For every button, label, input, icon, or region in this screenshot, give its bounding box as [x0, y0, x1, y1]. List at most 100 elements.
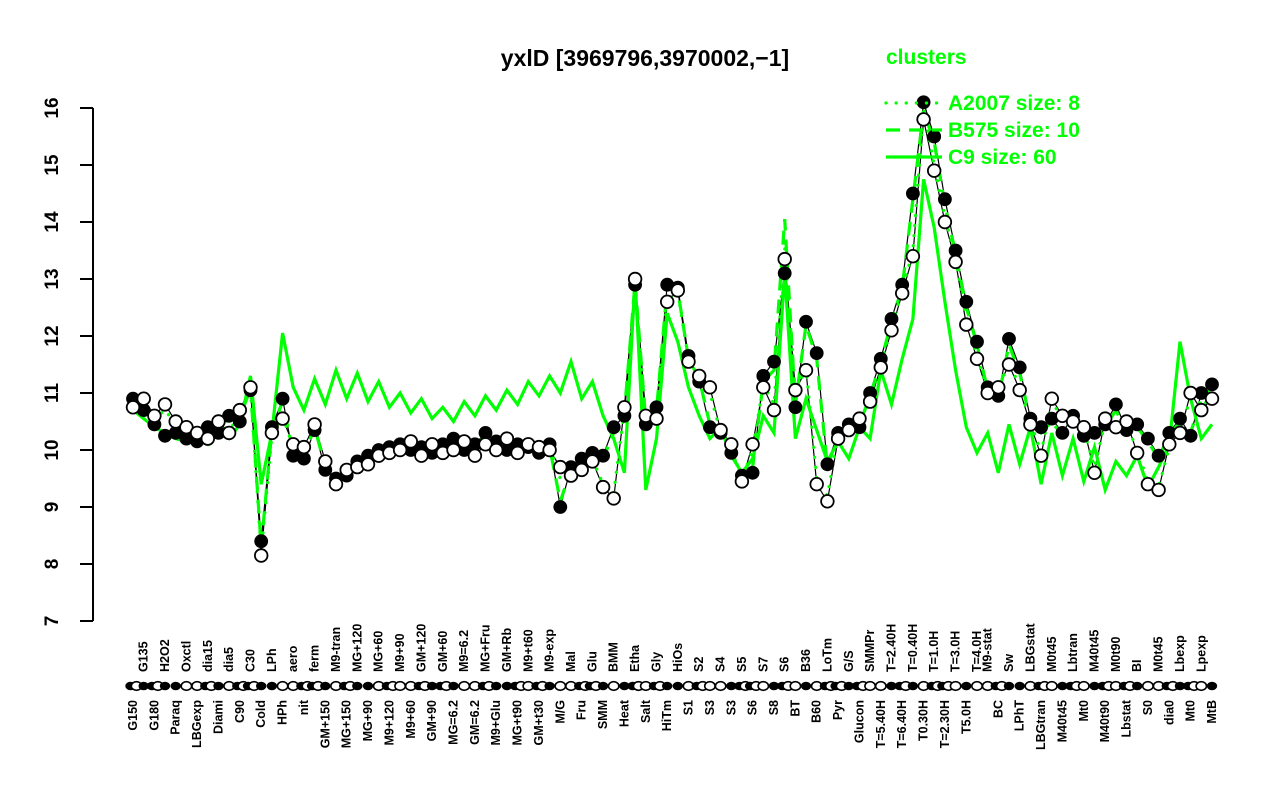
- x-axis-label: S2: [692, 657, 706, 672]
- x-axis-label: MG+120: [350, 624, 364, 672]
- y-tick-label: 11: [42, 383, 63, 404]
- data-point-filled: [799, 314, 813, 329]
- x-axis-label: G/S: [842, 650, 856, 672]
- data-point-open: [264, 425, 280, 441]
- data-point-filled: [596, 448, 610, 463]
- data-point-open: [307, 417, 322, 432]
- data-point-filled: [1205, 377, 1219, 392]
- legend-title: clusters: [886, 46, 967, 69]
- x-axis-label: Diami: [211, 700, 225, 734]
- x-axis-label: SMMPr: [863, 630, 877, 673]
- x-axis-label: Gly: [649, 652, 663, 672]
- data-point-open: [617, 400, 632, 415]
- x-axis-label: C90: [233, 700, 247, 723]
- strip-mark-open: [180, 680, 193, 692]
- strip-mark-filled: [672, 681, 683, 691]
- x-axis-label: Etha: [628, 644, 642, 672]
- x-axis-label: S1: [682, 700, 696, 715]
- data-point-open: [1033, 448, 1049, 463]
- x-axis-label: T=5.40H: [874, 700, 888, 748]
- x-axis-label: Lbexp: [1173, 635, 1187, 672]
- strip-mark-filled: [843, 681, 854, 691]
- strip-mark-filled: [170, 681, 181, 691]
- x-axis-label: GM+60: [436, 631, 450, 672]
- x-axis-label: MG+t90: [511, 700, 525, 746]
- x-axis-label: M9+120: [382, 700, 396, 746]
- strip-mark-open: [864, 680, 877, 692]
- x-axis-label: MG+90: [361, 700, 375, 741]
- data-point-open: [574, 462, 589, 478]
- x-axis-label: S0: [1141, 700, 1155, 715]
- data-point-open: [1001, 357, 1017, 372]
- x-axis-label: T0.30H: [917, 700, 931, 741]
- strip-mark-open: [1141, 680, 1154, 692]
- x-axis-label: M9-exp: [543, 629, 557, 672]
- data-point-open: [884, 323, 899, 338]
- x-axis-label: ferm: [308, 645, 322, 672]
- data-point-open: [200, 431, 216, 446]
- strip-mark-open: [607, 680, 620, 692]
- x-axis-label: Mt0: [1077, 700, 1091, 722]
- x-axis-label: LoTm: [820, 638, 834, 672]
- data-point-filled: [254, 534, 269, 549]
- x-axis-label: HiTm: [660, 700, 674, 731]
- x-axis-label: M40t45: [1055, 700, 1069, 742]
- strip-mark-filled: [256, 681, 267, 691]
- data-point-open: [702, 380, 718, 395]
- x-axis-label: T=1.0H: [927, 631, 941, 672]
- data-point-open: [221, 425, 237, 441]
- strip-mark-open: [703, 680, 716, 692]
- data-point-filled: [745, 465, 760, 480]
- data-point-open: [830, 431, 846, 446]
- x-axis-label: M0t45: [1152, 637, 1166, 672]
- x-axis-label: Paraq: [169, 700, 183, 735]
- x-axis-label: SMM: [596, 700, 610, 729]
- data-point-open: [296, 439, 312, 455]
- strip-mark-filled: [501, 681, 513, 691]
- data-point-open: [681, 354, 696, 369]
- y-tick-label: 13: [42, 268, 63, 289]
- x-axis-label: S7: [756, 657, 770, 672]
- data-point-open: [414, 448, 429, 463]
- x-axis-label: G135: [137, 641, 151, 672]
- x-axis-label: B36: [799, 649, 813, 672]
- x-axis-label: S6: [778, 657, 792, 672]
- data-point-open: [1183, 385, 1198, 401]
- data-point-open: [585, 454, 600, 469]
- x-axis-label: MtB: [1205, 700, 1219, 724]
- x-axis-label: M9-stat: [981, 627, 995, 672]
- data-point-open: [937, 214, 953, 230]
- data-point-open: [457, 434, 472, 449]
- data-point-open: [1012, 382, 1027, 398]
- data-point-filled: [906, 186, 920, 201]
- data-point-open: [649, 411, 664, 426]
- strip-mark-filled: [138, 681, 149, 691]
- strip-mark-filled: [662, 681, 673, 691]
- data-point-open: [905, 249, 921, 264]
- data-point-open: [862, 394, 878, 409]
- data-point-open: [724, 437, 739, 452]
- data-point-open: [1076, 420, 1092, 435]
- data-point-open: [820, 494, 835, 509]
- data-point-open: [873, 360, 889, 375]
- data-point-open: [969, 351, 985, 367]
- x-axis-label: HiOs: [671, 643, 685, 672]
- x-axis-label: GM+Rb: [500, 628, 514, 672]
- x-axis-label: HPh: [276, 700, 290, 725]
- data-point-open: [403, 434, 419, 449]
- data-point-open: [147, 408, 162, 424]
- data-point-filled: [1002, 332, 1016, 346]
- x-axis-label: S3: [703, 700, 717, 715]
- x-axis-label: dia0: [1162, 700, 1176, 725]
- x-axis-label: Fru: [575, 700, 589, 720]
- strip-mark-filled: [726, 681, 737, 691]
- x-axis-label: Lbstat: [1120, 699, 1134, 737]
- strip-mark-open: [714, 680, 727, 692]
- series-line-profile-open: [132, 119, 1213, 556]
- chart-title: yxlD [3969796,3970002,−1]: [501, 45, 789, 71]
- data-point-filled: [1055, 426, 1070, 440]
- data-point-open: [959, 317, 974, 332]
- x-axis-label: BI: [1130, 660, 1144, 673]
- x-axis-label: M9+60: [404, 700, 418, 739]
- data-point-open: [948, 254, 963, 270]
